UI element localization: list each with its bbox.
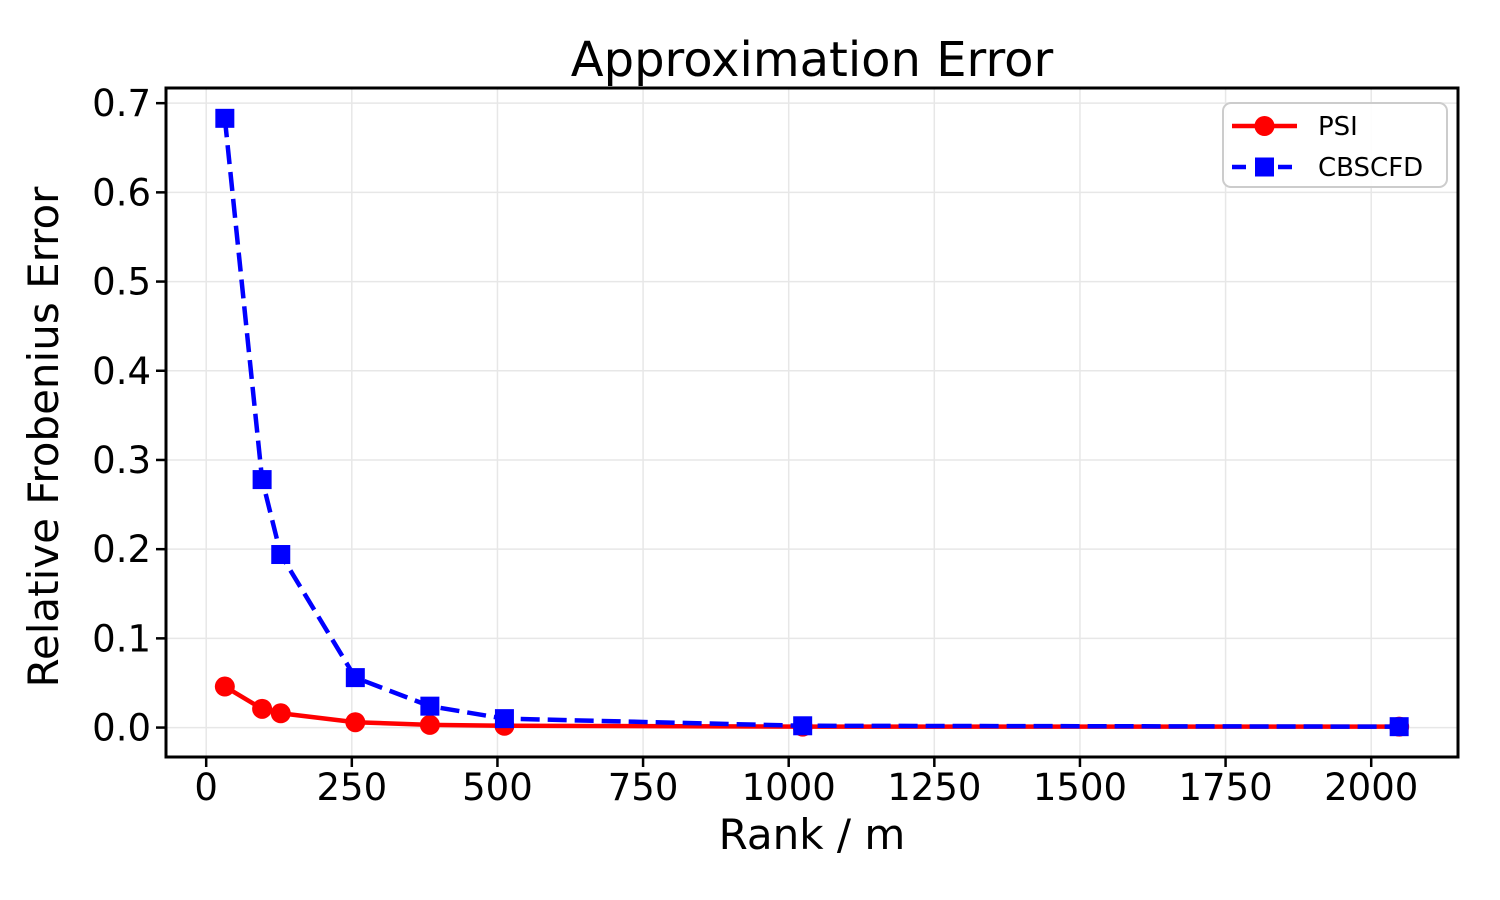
- marker-psi: [419, 714, 440, 735]
- marker-cbscfd: [420, 696, 440, 716]
- series-layer: [214, 108, 1410, 737]
- legend: PSI CBSCFD: [1222, 102, 1448, 188]
- y-tick-label: 0.4: [92, 350, 151, 393]
- marker-cbscfd: [1389, 717, 1409, 737]
- marker-psi: [214, 676, 235, 697]
- chart-title: Approximation Error: [571, 32, 1054, 88]
- x-tick-label: 1500: [1033, 766, 1127, 809]
- marker-cbscfd: [271, 545, 291, 565]
- legend-marker-cbscfd: [1255, 157, 1274, 177]
- marker-cbscfd: [793, 716, 813, 736]
- legend-marker-psi: [1254, 116, 1275, 136]
- series-line-cbscfd: [222, 118, 1400, 729]
- x-tick-label: 750: [608, 766, 679, 809]
- y-tick-label: 0.5: [92, 261, 151, 304]
- y-tick-label: 0.6: [92, 171, 151, 214]
- x-tick-label: 250: [317, 766, 388, 809]
- x-tick-label: 1750: [1178, 766, 1272, 809]
- y-tick-label: 0.2: [92, 528, 151, 571]
- legend-label-cbscfd: CBSCFD: [1318, 153, 1423, 183]
- legend-label-psi: PSI: [1318, 112, 1358, 142]
- y-tick-label: 0.7: [92, 82, 151, 125]
- marker-psi: [252, 698, 273, 719]
- x-tick-label: 500: [462, 766, 533, 809]
- x-tick-label: 1000: [742, 766, 836, 809]
- plot-border: [164, 86, 1460, 759]
- grid-layer: [166, 88, 1458, 757]
- x-tick-label: 0: [194, 766, 218, 809]
- axes-spines: [164, 86, 1460, 759]
- x-tick-label: 1250: [887, 766, 981, 809]
- marker-cbscfd: [215, 108, 235, 128]
- x-axis-label: Rank / m: [719, 810, 906, 859]
- y-tick-label: 0.1: [92, 617, 151, 660]
- marker-cbscfd: [494, 709, 514, 729]
- y-axis-label: Relative Frobenius Error: [19, 186, 68, 688]
- x-tick-label: 2000: [1324, 766, 1418, 809]
- y-tick-label: 0.0: [92, 707, 151, 750]
- y-tick-label: 0.3: [92, 439, 151, 482]
- marker-psi: [345, 712, 366, 733]
- tick-layer: 0 250 500 750 1000 1250 1500 1750 2000 0.0 0.1 0.2 0…: [92, 82, 1418, 809]
- marker-psi: [270, 703, 291, 724]
- marker-cbscfd: [252, 470, 272, 490]
- marker-cbscfd: [345, 668, 365, 688]
